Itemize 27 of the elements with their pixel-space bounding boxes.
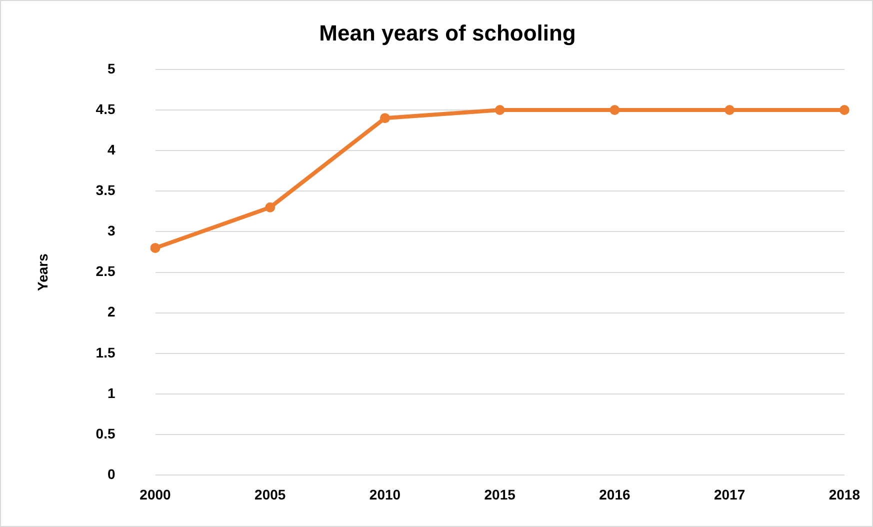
y-tick-label: 1 [107,384,116,401]
point [150,242,160,253]
y-tick-label: 2 [107,304,116,320]
point [724,104,735,115]
y-tick-label: 1.5 [96,344,116,360]
x-tick-label: 2005 [254,486,286,502]
chart-title: Mean years of schooling [319,20,576,46]
y-tick-label: 0 [107,466,116,482]
x-tick-label: 2017 [714,486,746,502]
y-tick-label: 3.5 [96,182,116,198]
point [380,113,390,124]
y-tick-label: 4 [107,141,116,158]
point [494,104,505,115]
x-tick-label: 2010 [369,486,401,502]
x-tick-label: 2016 [599,486,630,502]
x-tick-label: 2000 [140,486,172,502]
y-tick-label: 5 [107,60,116,76]
point [839,104,850,115]
point [265,202,276,212]
y-tick-label: 2.5 [96,263,116,280]
x-tick-label: 2018 [828,486,860,502]
y-axis-title: Years [34,253,50,291]
y-tick-label: 3 [107,222,116,239]
point [610,104,620,115]
x-tick-label: 2015 [484,486,516,502]
y-tick-label: 4.5 [96,100,116,117]
y-tick-label: 0.5 [96,425,116,442]
